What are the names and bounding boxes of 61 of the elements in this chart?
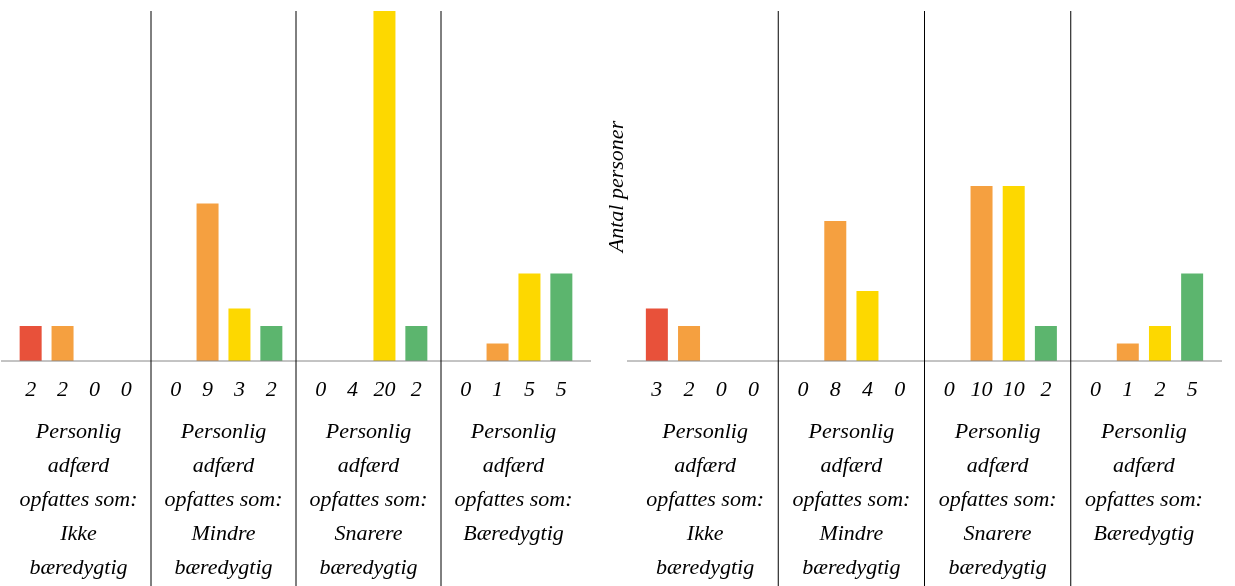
x-tick-label: Personlig adfærd opfattes som: Mindre bæredygtig [164, 418, 283, 579]
data-label: 0 [88, 376, 100, 401]
data-label: 5 [555, 376, 567, 401]
data-label: 0 [315, 376, 327, 401]
data-label: 8 [829, 376, 841, 401]
data-label: 4 [861, 376, 873, 401]
bar [51, 326, 74, 361]
x-tick-label: Personlig adfærd opfattes som: Ikke bæredygtig [646, 418, 765, 579]
x-tick-label: Personlig adfærd opfattes som: Bæredygtig [1084, 418, 1203, 545]
bar [1002, 186, 1025, 361]
bar [486, 343, 509, 361]
data-label: 0 [715, 376, 727, 401]
text: 4 [347, 376, 359, 401]
text: 0 [894, 376, 906, 401]
bar [824, 221, 847, 361]
data-label: 0 [460, 376, 472, 401]
data-label: 10 [1002, 376, 1025, 401]
data-label: 2 [1040, 376, 1052, 401]
bar [970, 186, 993, 361]
data-label: 3 [232, 376, 245, 401]
bar [678, 326, 701, 361]
data-label: 0 [943, 376, 955, 401]
data-label: 0 [1090, 376, 1102, 401]
bar [1034, 326, 1057, 361]
data-label: 2 [57, 376, 69, 401]
data-label: 2 [265, 376, 277, 401]
text: 0 [120, 376, 132, 401]
data-label: 2 [683, 376, 695, 401]
bar [518, 273, 541, 361]
data-label: 9 [202, 376, 214, 401]
bar [856, 291, 879, 361]
bar [550, 273, 573, 361]
data-label: 10 [970, 376, 993, 401]
data-label: 1 [1122, 376, 1134, 401]
bar [19, 326, 42, 361]
text: 0 [747, 376, 759, 401]
data-label: 1 [492, 376, 504, 401]
data-label: 0 [170, 376, 182, 401]
bar [196, 203, 219, 361]
bar [260, 326, 283, 361]
x-tick-label: Personlig adfærd opfattes som: Bæredygtig [454, 418, 573, 545]
data-label: 5 [523, 376, 535, 401]
x-tick-label: Personlig adfærd opfattes som: Ikke bæredygtig [19, 418, 138, 579]
data-label: 0 [797, 376, 809, 401]
data-label: 2 [1154, 376, 1166, 401]
y-axis-title: Antal personer [602, 120, 628, 255]
bar [1181, 273, 1204, 361]
bar [373, 11, 396, 361]
bar [1116, 343, 1139, 361]
data-label: 20 [373, 376, 396, 401]
bar [228, 308, 251, 361]
bar [1148, 326, 1171, 361]
x-tick-label: Personlig adfærd opfattes som: Snarere bæredygtig [938, 418, 1057, 579]
data-label: 5 [1186, 376, 1198, 401]
bar [405, 326, 428, 361]
data-label: 3 [650, 376, 663, 401]
data-label: 2 [25, 376, 37, 401]
bar [645, 308, 668, 361]
x-tick-label: Personlig adfærd opfattes som: Snarere bæredygtig [309, 418, 428, 579]
x-tick-label: Personlig adfærd opfattes som: Mindre bæredygtig [792, 418, 911, 579]
data-label: 2 [410, 376, 422, 401]
